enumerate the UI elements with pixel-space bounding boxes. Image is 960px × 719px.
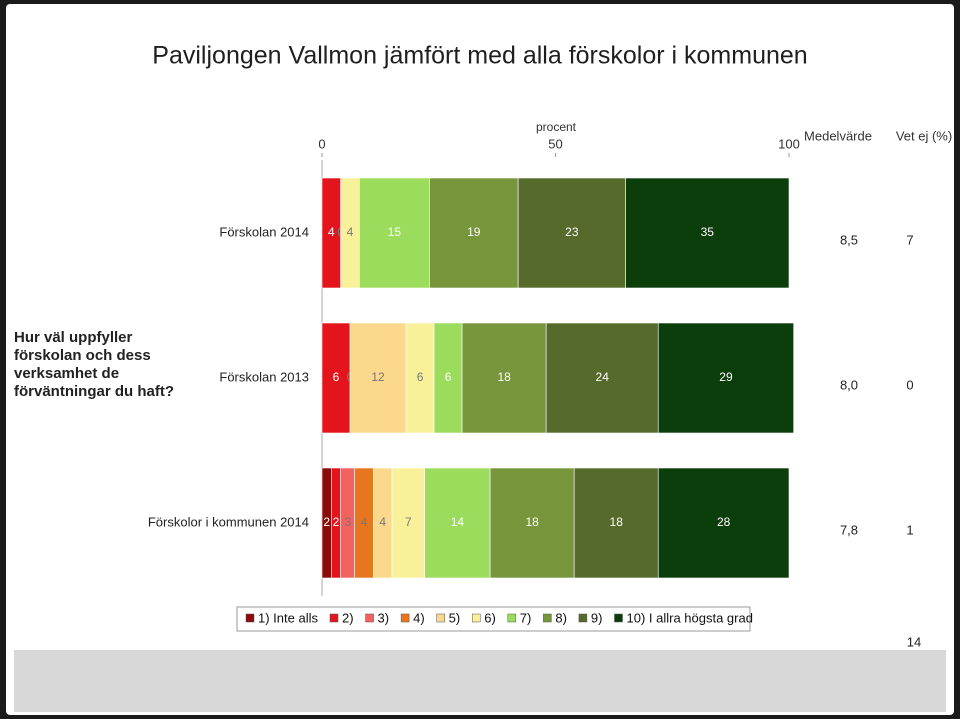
bar-segment bbox=[461, 322, 547, 434]
y-axis-label: Hur väl uppfyller förskolan och dess verks… bbox=[14, 329, 174, 400]
data-label: 14 bbox=[451, 515, 465, 529]
legend-swatch bbox=[245, 613, 255, 623]
data-label: 4 bbox=[361, 515, 368, 529]
bar-segment bbox=[433, 322, 463, 434]
legend-swatch bbox=[471, 613, 481, 623]
legend-label: 3) bbox=[378, 610, 390, 625]
data-label: 6 bbox=[333, 370, 340, 384]
data-label: 12 bbox=[371, 370, 385, 384]
bar-segment bbox=[424, 467, 491, 579]
data-label: 2 bbox=[323, 515, 330, 529]
data-label: 6 bbox=[445, 370, 452, 384]
data-label: 18 bbox=[525, 515, 539, 529]
data-label: 2 bbox=[333, 515, 340, 529]
unknown-header: Vet ej (%) bbox=[896, 128, 952, 143]
data-label: 28 bbox=[717, 515, 731, 529]
bar-segment bbox=[405, 322, 435, 434]
data-label: 4 bbox=[328, 225, 335, 239]
data-label: 4 bbox=[379, 515, 386, 529]
legend-label: 7) bbox=[520, 610, 532, 625]
bar-segment bbox=[657, 322, 794, 434]
bar-segment bbox=[625, 177, 790, 289]
legend-swatch bbox=[436, 613, 445, 623]
unknown-value: 7 bbox=[906, 232, 913, 247]
bar-segment bbox=[349, 322, 407, 434]
legend-label: 6) bbox=[484, 610, 496, 625]
bar-segment bbox=[489, 467, 575, 579]
legend-swatch bbox=[507, 613, 517, 623]
y-tick-label: Förskolan 2014 bbox=[219, 224, 309, 239]
bar-segment bbox=[429, 177, 519, 289]
unknown-value: 1 bbox=[906, 522, 913, 537]
data-label: 19 bbox=[467, 225, 481, 239]
bar-segment bbox=[391, 467, 426, 579]
footer-band bbox=[14, 650, 946, 712]
data-label: 35 bbox=[701, 225, 715, 239]
data-label: 6 bbox=[417, 370, 424, 384]
data-label: 23 bbox=[565, 225, 579, 239]
mean-value: 7,8 bbox=[840, 522, 858, 537]
mean-value: 8,5 bbox=[840, 232, 858, 247]
legend-label: 5) bbox=[449, 610, 461, 625]
data-label: 24 bbox=[596, 370, 610, 384]
y-tick-label: Förskolan 2013 bbox=[219, 369, 309, 384]
bar-segment bbox=[573, 467, 659, 579]
data-label: 18 bbox=[497, 370, 511, 384]
data-label: 29 bbox=[719, 370, 733, 384]
data-label: 4 bbox=[347, 225, 354, 239]
legend-label: 10) I allra högsta grad bbox=[626, 610, 752, 625]
legend-swatch bbox=[400, 613, 410, 623]
data-label: 15 bbox=[388, 225, 402, 239]
data-label: 3 bbox=[344, 515, 351, 529]
legend-label: 8) bbox=[555, 610, 567, 625]
data-label: 7 bbox=[405, 515, 412, 529]
bar-segment bbox=[657, 467, 790, 579]
data-label: 18 bbox=[610, 515, 624, 529]
legend-label: 4) bbox=[413, 610, 425, 625]
legend-label: 9) bbox=[591, 610, 603, 625]
mean-header: Medelvärde bbox=[804, 128, 872, 143]
x-tick-label: 0 bbox=[318, 136, 325, 151]
y-tick-label: Förskolor i kommunen 2014 bbox=[148, 514, 309, 529]
legend-swatch bbox=[578, 613, 588, 623]
unknown-value: 0 bbox=[906, 377, 913, 392]
legend-label: 1) Inte alls bbox=[258, 610, 318, 625]
legend-swatch bbox=[365, 613, 374, 623]
x-tick-label: 100 bbox=[778, 136, 800, 151]
chart-title: Paviljongen Vallmon jämfört med alla för… bbox=[152, 42, 807, 70]
mean-value: 8,0 bbox=[840, 377, 858, 392]
bar-segment bbox=[321, 322, 351, 434]
page-number: 14 bbox=[907, 634, 921, 649]
legend-swatch bbox=[543, 613, 552, 623]
legend-swatch bbox=[614, 613, 623, 623]
bar-segment bbox=[517, 177, 626, 289]
legend-box bbox=[236, 606, 751, 632]
legend-swatch bbox=[329, 613, 339, 623]
x-axis-label: procent bbox=[536, 120, 577, 134]
bar-segment bbox=[545, 322, 659, 434]
legend-label: 2) bbox=[342, 610, 354, 625]
x-tick-label: 50 bbox=[548, 136, 562, 151]
